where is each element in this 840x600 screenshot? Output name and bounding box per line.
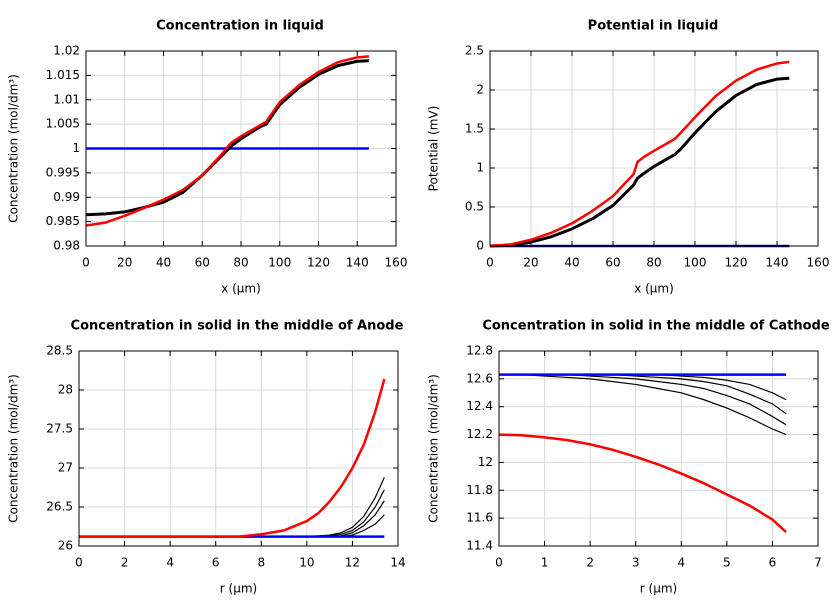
x-tick-label: 100: [268, 256, 291, 270]
y-tick-label: 1: [476, 161, 484, 175]
x-tick-label: 8: [257, 556, 265, 570]
y-tick-label: 1.005: [46, 117, 80, 131]
y-tick-label: 2.5: [465, 44, 484, 58]
x-tick-label: 5: [723, 556, 731, 570]
x-tick-label: 3: [632, 556, 640, 570]
x-tick-label: 12: [345, 556, 360, 570]
y-tick-label: 27.5: [46, 422, 73, 436]
x-tick-label: 6: [769, 556, 777, 570]
y-tick-label: 26.5: [46, 500, 73, 514]
y-tick-label: 0.99: [53, 190, 80, 204]
y-tick-label: 1.01: [53, 92, 80, 106]
y-tick-label: 11.8: [466, 483, 493, 497]
x-tick-label: 60: [605, 256, 620, 270]
y-tick-label: 0.995: [46, 165, 80, 179]
x-tick-label: 0: [486, 256, 494, 270]
x-tick-label: 2: [586, 556, 594, 570]
y-tick-label: 0.5: [465, 200, 484, 214]
y-axis-label: Concentration (mol/dm³): [427, 374, 441, 523]
y-tick-label: 1.015: [46, 68, 80, 82]
series-line: [499, 374, 787, 426]
x-tick-label: 4: [677, 556, 685, 570]
y-tick-label: 12.2: [466, 427, 493, 441]
series-line: [85, 59, 369, 217]
y-tick-label: 12.6: [466, 371, 493, 385]
plot-frame: [85, 50, 397, 247]
y-tick-label: 12: [478, 455, 493, 469]
y-tick-label: 0: [476, 239, 484, 253]
y-tick-label: 12.4: [466, 399, 493, 413]
x-tick-label: 140: [346, 256, 369, 270]
chart-title: Concentration in solid in the middle of …: [71, 319, 404, 334]
x-tick-label: 60: [195, 256, 210, 270]
chart-title: Potential in liquid: [588, 19, 719, 34]
y-tick-label: 28: [58, 383, 73, 397]
x-tick-label: 160: [807, 256, 830, 270]
y-tick-label: 26: [58, 539, 73, 553]
y-axis-label: Concentration (mol/dm³): [7, 74, 21, 223]
chart-title: Concentration in liquid: [156, 19, 324, 34]
series-line: [489, 76, 790, 248]
x-tick-label: 20: [117, 256, 132, 270]
y-axis-label: Potential (mV): [427, 106, 441, 192]
x-tick-label: 160: [385, 256, 408, 270]
series-line: [499, 374, 787, 415]
chart-title: Concentration in solid in the middle of …: [482, 319, 830, 334]
x-tick-label: 80: [233, 256, 248, 270]
x-tick-label: 7: [814, 556, 822, 570]
series-line: [79, 378, 386, 538]
x-tick-label: 0: [82, 256, 90, 270]
y-tick-label: 0.98: [53, 239, 80, 253]
x-tick-label: 100: [684, 256, 707, 270]
x-axis-label: r (µm): [640, 582, 677, 596]
y-tick-label: 11.4: [466, 539, 493, 553]
y-tick-label: 27: [58, 461, 73, 475]
plot-frame: [498, 350, 819, 547]
x-tick-label: 1: [541, 556, 549, 570]
y-tick-label: 28.5: [46, 344, 73, 358]
x-tick-label: 120: [307, 256, 330, 270]
x-tick-label: 6: [212, 556, 220, 570]
y-tick-label: 1.02: [53, 44, 80, 58]
x-tick-label: 0: [495, 556, 503, 570]
x-tick-label: 40: [156, 256, 171, 270]
x-tick-label: 10: [299, 556, 314, 570]
y-axis-label: Concentration (mol/dm³): [7, 374, 21, 523]
x-axis-label: x (µm): [221, 282, 261, 296]
x-axis-label: r (µm): [220, 582, 257, 596]
x-tick-label: 20: [523, 256, 538, 270]
x-axis-label: x (µm): [634, 282, 674, 296]
plot-frame: [489, 50, 819, 247]
y-tick-label: 0.985: [46, 214, 80, 228]
y-tick-label: 1.5: [465, 122, 484, 136]
x-tick-label: 2: [121, 556, 129, 570]
x-tick-label: 140: [766, 256, 789, 270]
x-tick-label: 14: [390, 556, 405, 570]
x-tick-label: 40: [564, 256, 579, 270]
x-tick-label: 0: [75, 556, 83, 570]
y-tick-label: 1: [72, 141, 80, 155]
x-tick-label: 120: [725, 256, 748, 270]
y-tick-label: 11.6: [466, 511, 493, 525]
series-line: [499, 374, 787, 436]
series-line: [498, 433, 787, 533]
y-tick-label: 12.8: [466, 344, 493, 358]
x-tick-label: 4: [166, 556, 174, 570]
series-line: [85, 55, 369, 227]
y-tick-label: 2: [476, 83, 484, 97]
x-tick-label: 80: [646, 256, 661, 270]
series-line: [489, 60, 790, 248]
plot-frame: [78, 350, 399, 547]
